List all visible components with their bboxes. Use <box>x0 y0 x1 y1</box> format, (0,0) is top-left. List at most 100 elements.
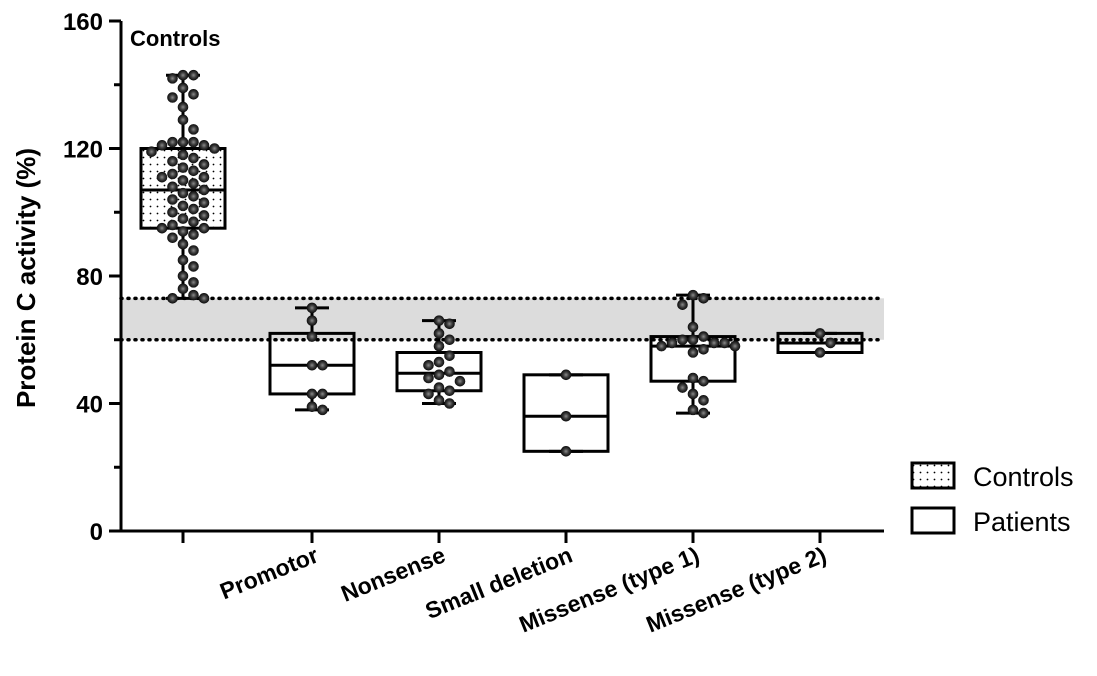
data-point <box>198 159 210 170</box>
data-point <box>687 334 699 346</box>
data-point <box>156 222 168 234</box>
data-point <box>687 404 699 416</box>
data-point <box>177 238 189 250</box>
data-point <box>317 388 328 400</box>
data-point <box>433 328 445 339</box>
data-point <box>188 289 199 301</box>
data-point <box>177 270 189 282</box>
box-group-4 <box>649 289 741 419</box>
data-point <box>433 395 445 406</box>
data-point <box>306 359 318 371</box>
data-point <box>454 375 466 387</box>
legend-label-controls: Controls <box>973 462 1074 492</box>
data-point <box>198 184 210 196</box>
data-point <box>656 340 667 352</box>
data-point <box>687 388 699 400</box>
data-point <box>677 382 688 393</box>
data-point <box>198 293 210 304</box>
data-point <box>687 372 699 384</box>
data-point <box>825 337 836 349</box>
box-group-3 <box>522 369 610 457</box>
data-point <box>188 245 199 256</box>
data-point <box>167 293 178 304</box>
data-point <box>198 171 210 183</box>
data-point <box>560 369 572 381</box>
data-point <box>167 206 178 218</box>
data-point <box>167 168 178 180</box>
data-point <box>177 283 189 295</box>
data-point <box>698 293 709 304</box>
y-tick-label: 80 <box>76 264 103 291</box>
data-point <box>444 318 455 330</box>
data-point <box>188 136 199 148</box>
data-point <box>167 181 178 193</box>
data-point <box>423 388 434 400</box>
data-point <box>306 315 318 326</box>
data-point <box>156 171 168 183</box>
data-point <box>167 155 178 167</box>
legend-swatch-controls <box>910 461 956 490</box>
data-point <box>317 404 328 416</box>
data-point <box>433 382 445 393</box>
data-point <box>177 149 189 161</box>
data-point <box>188 203 199 215</box>
data-point <box>177 69 189 81</box>
box-group-0 <box>139 69 227 304</box>
data-point <box>209 143 220 154</box>
data-point <box>677 299 688 310</box>
data-point <box>167 136 178 148</box>
data-point <box>167 219 178 231</box>
data-point <box>698 407 709 419</box>
data-point <box>198 197 210 208</box>
reference-band-fill <box>121 298 884 340</box>
y-tick-label: 0 <box>90 519 103 546</box>
data-point <box>167 194 178 205</box>
data-point <box>188 165 199 177</box>
data-point <box>188 229 199 240</box>
data-point <box>560 446 572 457</box>
legend-label-patients: Patients <box>973 507 1071 537</box>
box-group-1 <box>268 302 356 416</box>
data-point <box>814 347 826 358</box>
y-tick-label: 160 <box>63 9 103 36</box>
data-point <box>698 395 709 406</box>
box-group-5 <box>776 328 864 358</box>
reference-band <box>119 296 886 342</box>
data-point <box>687 321 699 333</box>
controls-annotation: Controls <box>130 26 220 51</box>
data-point <box>188 89 199 100</box>
data-point <box>188 152 199 164</box>
data-point <box>666 337 678 349</box>
data-point <box>698 375 709 387</box>
data-point <box>560 410 572 422</box>
data-point <box>306 401 318 412</box>
data-point <box>687 289 699 301</box>
data-point <box>423 372 434 384</box>
data-point <box>433 356 445 368</box>
data-point <box>177 114 189 126</box>
legend-swatch-patients <box>910 506 956 535</box>
data-point <box>156 140 168 151</box>
y-axis-label: Protein C activity (%) <box>11 148 41 408</box>
data-point <box>188 124 199 135</box>
data-point <box>188 178 199 189</box>
data-point <box>698 344 709 355</box>
data-point <box>177 136 189 148</box>
data-point <box>719 337 730 349</box>
data-point <box>433 340 445 352</box>
data-point <box>444 366 455 377</box>
box-plots <box>139 69 864 457</box>
data-point <box>177 213 189 224</box>
data-point <box>177 254 189 266</box>
data-point <box>444 398 455 409</box>
data-point <box>188 216 199 228</box>
data-point <box>177 101 189 113</box>
data-point <box>167 73 178 84</box>
data-point <box>167 92 178 103</box>
x-tick-label: Promotor <box>216 542 322 605</box>
data-point <box>729 340 741 352</box>
data-point <box>188 191 199 202</box>
data-point <box>423 359 434 371</box>
data-point <box>698 331 709 342</box>
